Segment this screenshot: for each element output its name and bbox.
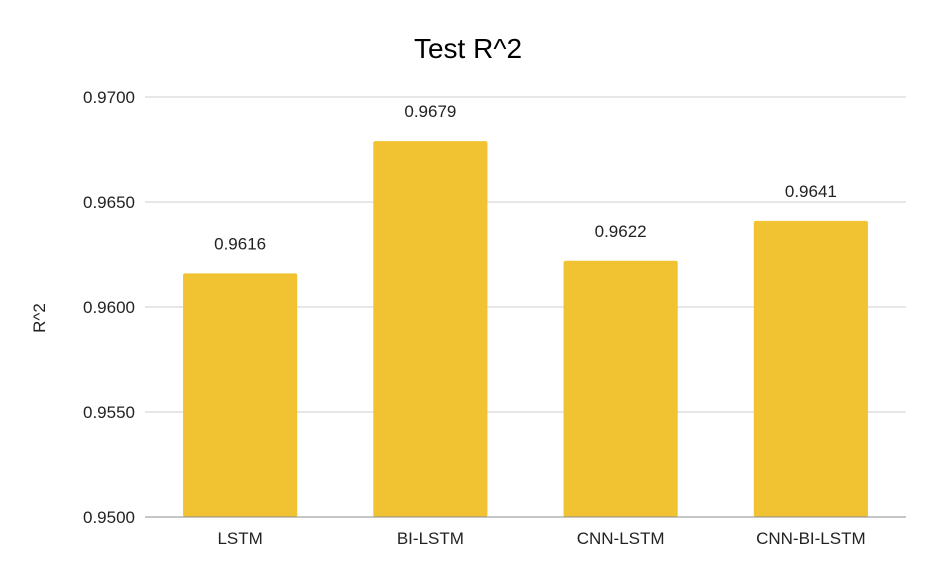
x-category-label: BI-LSTM	[397, 529, 464, 548]
y-axis-ticks: 0.9500 0.9550 0.9600 0.9650 0.9700	[83, 88, 135, 527]
y-axis-title: R^2	[30, 303, 49, 333]
x-category-label: CNN-LSTM	[577, 529, 665, 548]
data-label: 0.9616	[214, 234, 266, 253]
y-tick-label: 0.9650	[83, 193, 135, 212]
data-label: 0.9641	[785, 182, 837, 201]
y-tick-label: 0.9500	[83, 508, 135, 527]
y-tick-label: 0.9550	[83, 403, 135, 422]
x-axis-categories: LSTM BI-LSTM CNN-LSTM CNN-BI-LSTM	[217, 529, 865, 548]
data-label: 0.9622	[595, 222, 647, 241]
bars	[183, 141, 868, 517]
bar	[183, 273, 298, 517]
data-label: 0.9679	[404, 102, 456, 121]
data-labels: 0.9616 0.9679 0.9622 0.9641	[214, 102, 837, 253]
chart-title: Test R^2	[414, 33, 522, 64]
y-tick-label: 0.9700	[83, 88, 135, 107]
y-tick-label: 0.9600	[83, 298, 135, 317]
bar	[563, 260, 678, 517]
x-category-label: CNN-BI-LSTM	[756, 529, 866, 548]
x-category-label: LSTM	[217, 529, 262, 548]
bar	[753, 220, 868, 517]
bar	[373, 141, 488, 517]
